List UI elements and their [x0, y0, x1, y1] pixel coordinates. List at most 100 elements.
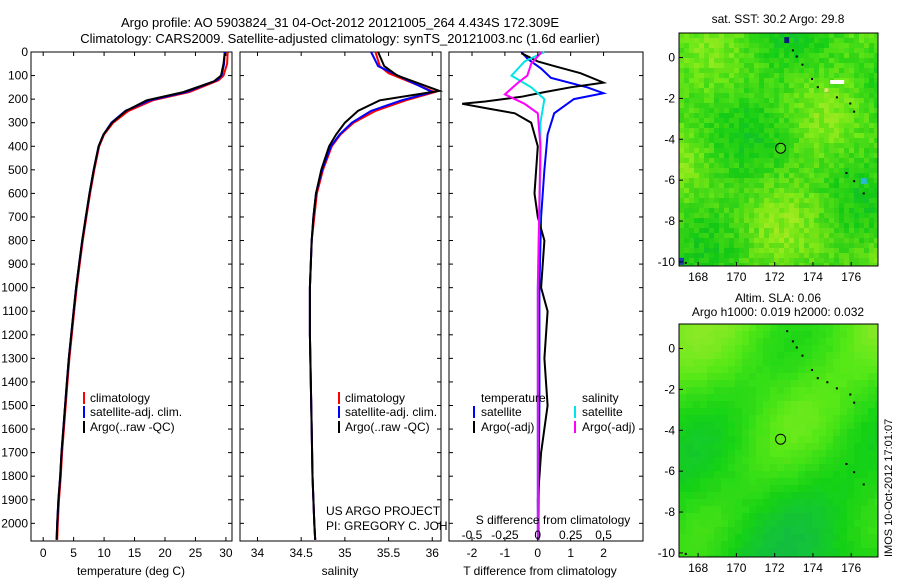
heatmap-cell [684, 218, 690, 224]
heatmap-cell [686, 401, 694, 409]
heatmap-cell [854, 93, 860, 99]
heatmap-cell [819, 352, 827, 360]
heatmap-cell [754, 208, 760, 214]
heatmap-cell [868, 394, 876, 402]
heatmap-cell [714, 345, 722, 353]
heatmap-cell [804, 93, 810, 99]
heatmap-cell [834, 263, 840, 267]
heatmap-cell [739, 53, 745, 59]
heatmap-cell [819, 93, 825, 99]
heatmap-cell [784, 436, 792, 444]
heatmap-cell [756, 380, 764, 388]
heatmap-cell [679, 143, 685, 149]
heatmap-cell [824, 58, 830, 64]
heatmap-cell [864, 143, 870, 149]
heatmap-cell [840, 359, 848, 367]
heatmap-cell [847, 555, 855, 558]
heatmap-cell [809, 163, 815, 169]
heatmap-cell [754, 253, 760, 259]
heatmap-cell [749, 43, 755, 49]
heatmap-cell [859, 118, 865, 124]
heatmap-cell [847, 436, 855, 444]
heatmap-cell [699, 253, 705, 259]
heatmap-cell [735, 387, 743, 395]
heatmap-cell [694, 108, 700, 114]
heatmap-cell [819, 520, 827, 528]
heatmap-cell [799, 58, 805, 64]
heatmap-cell [804, 178, 810, 184]
island-speck [801, 63, 804, 66]
heatmap-cell [694, 173, 700, 179]
heatmap-cell [749, 158, 755, 164]
heatmap-cell [728, 478, 736, 486]
heatmap-cell [719, 153, 725, 159]
heatmap-cell [769, 143, 775, 149]
heatmap-cell [869, 58, 875, 64]
heatmap-cell [700, 352, 708, 360]
heatmap-cell [721, 324, 729, 332]
heatmap-cell [875, 541, 879, 549]
heatmap-cell [699, 143, 705, 149]
heatmap-cell [859, 243, 865, 249]
heatmap-cell [840, 464, 848, 472]
temperature-lines [55, 51, 229, 540]
heatmap-cell [814, 133, 820, 139]
heatmap-cell [809, 58, 815, 64]
heatmap-cell [869, 233, 875, 239]
heatmap-cell [719, 178, 725, 184]
heatmap-cell [859, 58, 865, 64]
heatmap-cell [689, 53, 695, 59]
heatmap-cell [763, 394, 771, 402]
heatmap-cell [774, 213, 780, 219]
heatmap-cell [839, 168, 845, 174]
heatmap-cell [839, 158, 845, 164]
heatmap-cell [689, 78, 695, 84]
heatmap-cell [814, 258, 820, 264]
heatmap-cell [799, 88, 805, 94]
heatmap-cell [809, 118, 815, 124]
heatmap-cell [759, 108, 765, 114]
heatmap-cell [861, 555, 869, 558]
heatmap-cell [704, 118, 710, 124]
heatmap-cell [798, 422, 806, 430]
heatmap-cell [814, 238, 820, 244]
heatmap-cell [874, 73, 879, 79]
heatmap-cell [864, 113, 870, 119]
heatmap-cell [777, 520, 785, 528]
heatmap-cell [724, 58, 730, 64]
heatmap-cell [784, 213, 790, 219]
heatmap-cell [729, 188, 735, 194]
heatmap-cell [719, 213, 725, 219]
heatmap-cell [854, 43, 860, 49]
heatmap-cell [854, 338, 862, 346]
heatmap-cell [686, 387, 694, 395]
heatmap-cell [714, 513, 722, 521]
heatmap-cell [861, 352, 869, 360]
heatmap-cell [824, 98, 830, 104]
heatmap-cell [794, 188, 800, 194]
heatmap-cell [742, 471, 750, 479]
heatmap-cell [854, 422, 862, 430]
heatmap-cell [724, 123, 730, 129]
heatmap-cell [791, 429, 799, 437]
heatmap-cell [844, 138, 850, 144]
heatmap-cell [854, 78, 860, 84]
difference-axis-ticks: -2 -1 0 1 2-0.5 -0.25 0 0.25 0.5 [449, 51, 643, 560]
heatmap-cell [719, 198, 725, 204]
heatmap-cell [854, 53, 860, 59]
heatmap-cell [734, 108, 740, 114]
heatmap-cell [739, 168, 745, 174]
heatmap-cell [804, 128, 810, 134]
heatmap-cell [833, 499, 841, 507]
heatmap-cell [844, 83, 850, 89]
heatmap-cell [759, 228, 765, 234]
heatmap-cell [742, 506, 750, 514]
heatmap-cell [704, 228, 710, 234]
heatmap-cell [829, 198, 835, 204]
heatmap-cell [721, 457, 729, 465]
heatmap-cell [714, 443, 722, 451]
heatmap-cell [693, 548, 701, 556]
heatmap-cell [714, 183, 720, 189]
heatmap-cell [744, 103, 750, 109]
heatmap-cell [744, 178, 750, 184]
